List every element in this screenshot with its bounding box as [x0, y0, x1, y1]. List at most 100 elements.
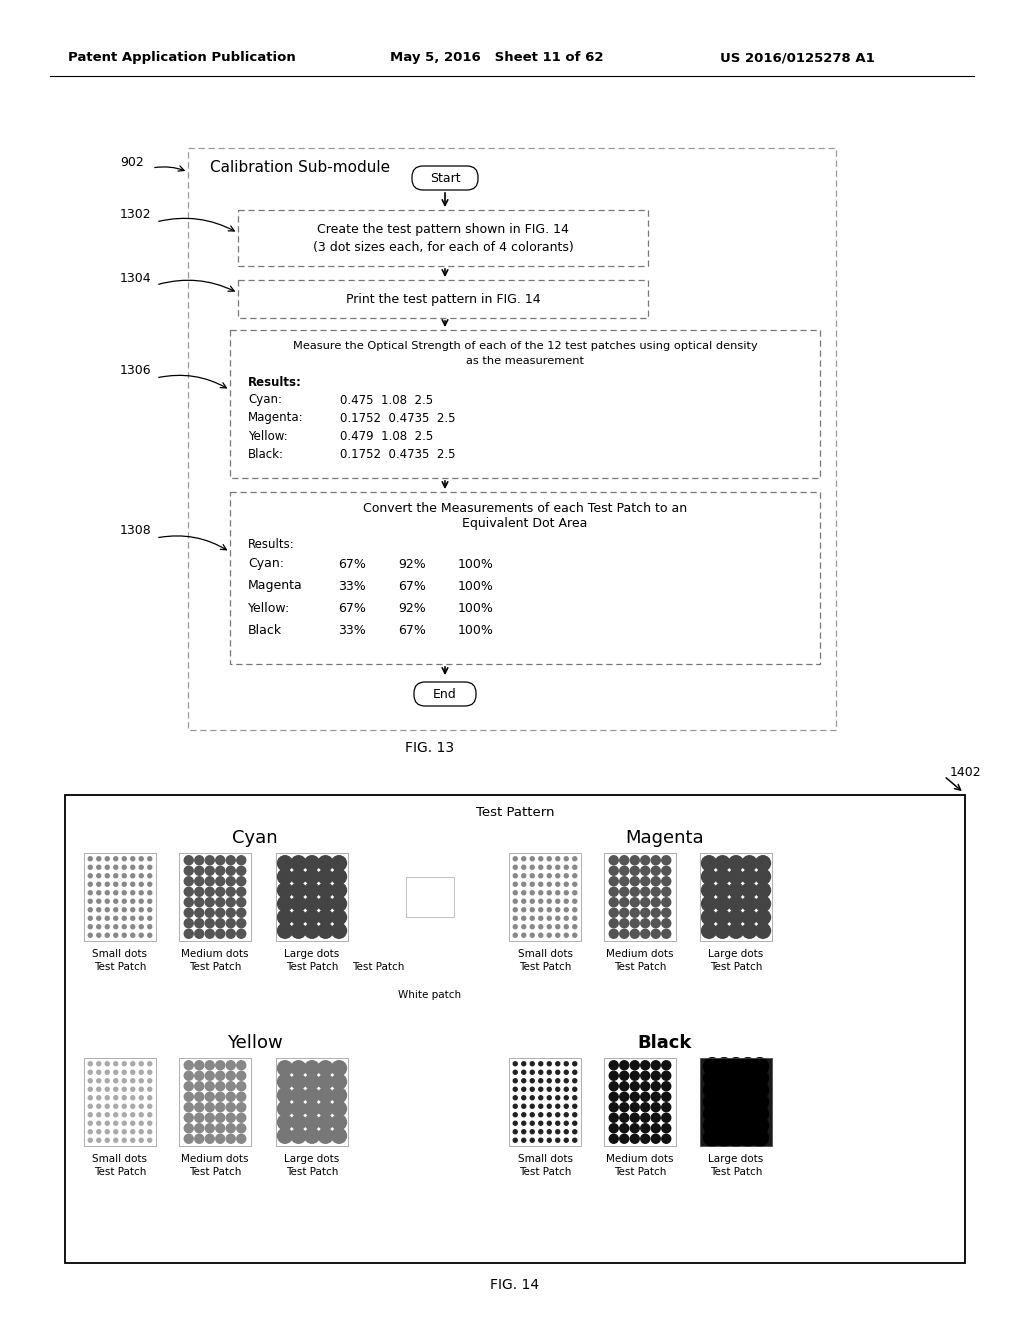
Circle shape [572, 925, 577, 929]
Circle shape [304, 1115, 319, 1130]
Circle shape [572, 1061, 577, 1065]
Text: Results:: Results: [248, 375, 302, 388]
Circle shape [147, 857, 152, 861]
Circle shape [184, 1092, 194, 1101]
Circle shape [291, 855, 306, 871]
Circle shape [572, 899, 577, 903]
Circle shape [522, 865, 525, 870]
Circle shape [291, 1115, 306, 1130]
Circle shape [609, 898, 618, 907]
Circle shape [572, 1138, 577, 1142]
Circle shape [572, 1096, 577, 1100]
Circle shape [105, 1121, 110, 1125]
Circle shape [216, 1092, 224, 1101]
Circle shape [216, 919, 224, 928]
Circle shape [739, 1057, 757, 1074]
Text: 100%: 100% [458, 623, 494, 636]
Circle shape [122, 857, 126, 861]
Circle shape [122, 882, 126, 886]
Circle shape [742, 883, 757, 898]
Circle shape [105, 1096, 110, 1100]
Circle shape [513, 1071, 517, 1074]
Circle shape [727, 1093, 744, 1110]
Circle shape [727, 1069, 744, 1086]
Circle shape [620, 929, 629, 939]
Circle shape [539, 1088, 543, 1092]
Circle shape [105, 925, 110, 929]
FancyBboxPatch shape [412, 166, 478, 190]
Circle shape [513, 933, 517, 937]
Circle shape [609, 1092, 618, 1101]
Circle shape [630, 1092, 639, 1101]
Circle shape [522, 1130, 525, 1134]
Text: Results:: Results: [248, 537, 295, 550]
Circle shape [88, 1113, 92, 1117]
Circle shape [105, 933, 110, 937]
Circle shape [318, 1074, 333, 1089]
Circle shape [105, 1105, 110, 1109]
Circle shape [88, 1105, 92, 1109]
Text: Yellow: Yellow [227, 1034, 283, 1052]
Circle shape [318, 883, 333, 898]
Circle shape [651, 1061, 660, 1069]
Circle shape [139, 1130, 143, 1134]
Circle shape [332, 896, 346, 911]
Circle shape [205, 1061, 214, 1069]
Circle shape [332, 1061, 346, 1076]
Circle shape [752, 1105, 768, 1122]
Text: Large dots: Large dots [709, 1154, 764, 1164]
Circle shape [530, 1138, 535, 1142]
Circle shape [513, 925, 517, 929]
Circle shape [522, 1138, 525, 1142]
Circle shape [122, 891, 126, 895]
Circle shape [226, 929, 236, 939]
Circle shape [539, 925, 543, 929]
Circle shape [105, 865, 110, 870]
Circle shape [630, 929, 639, 939]
Circle shape [572, 891, 577, 895]
Text: Cyan:: Cyan: [248, 393, 282, 407]
Circle shape [630, 887, 639, 896]
Circle shape [96, 1121, 100, 1125]
Circle shape [547, 1061, 551, 1065]
Circle shape [195, 1102, 204, 1111]
Circle shape [662, 908, 671, 917]
Circle shape [105, 899, 110, 903]
Text: Convert the Measurements of each Test Patch to an: Convert the Measurements of each Test Pa… [362, 502, 687, 515]
Circle shape [556, 908, 560, 912]
Circle shape [114, 916, 118, 920]
Circle shape [556, 1130, 560, 1134]
Circle shape [88, 1078, 92, 1082]
Circle shape [530, 882, 535, 886]
Text: End: End [433, 688, 457, 701]
Circle shape [195, 1092, 204, 1101]
Circle shape [742, 896, 757, 911]
Text: Equivalent Dot Area: Equivalent Dot Area [462, 517, 588, 531]
Circle shape [205, 887, 214, 896]
Circle shape [147, 1130, 152, 1134]
Circle shape [226, 1134, 236, 1143]
Bar [604, 1059, 676, 1146]
Circle shape [216, 1082, 224, 1090]
Circle shape [237, 929, 246, 939]
Text: Medium dots: Medium dots [606, 1154, 674, 1164]
Circle shape [564, 1130, 568, 1134]
Circle shape [278, 870, 293, 884]
Circle shape [318, 1101, 333, 1117]
Circle shape [304, 909, 319, 925]
Circle shape [131, 933, 135, 937]
Circle shape [715, 870, 730, 884]
Circle shape [564, 1096, 568, 1100]
Circle shape [728, 896, 743, 911]
Circle shape [564, 1105, 568, 1109]
Text: US 2016/0125278 A1: US 2016/0125278 A1 [720, 51, 874, 65]
Text: White patch: White patch [398, 990, 462, 1001]
Circle shape [291, 1088, 306, 1102]
Circle shape [651, 855, 660, 865]
Bar [276, 1059, 348, 1146]
Circle shape [96, 891, 100, 895]
Circle shape [728, 923, 743, 939]
Text: 92%: 92% [398, 557, 426, 570]
Circle shape [205, 876, 214, 886]
Circle shape [318, 855, 333, 871]
